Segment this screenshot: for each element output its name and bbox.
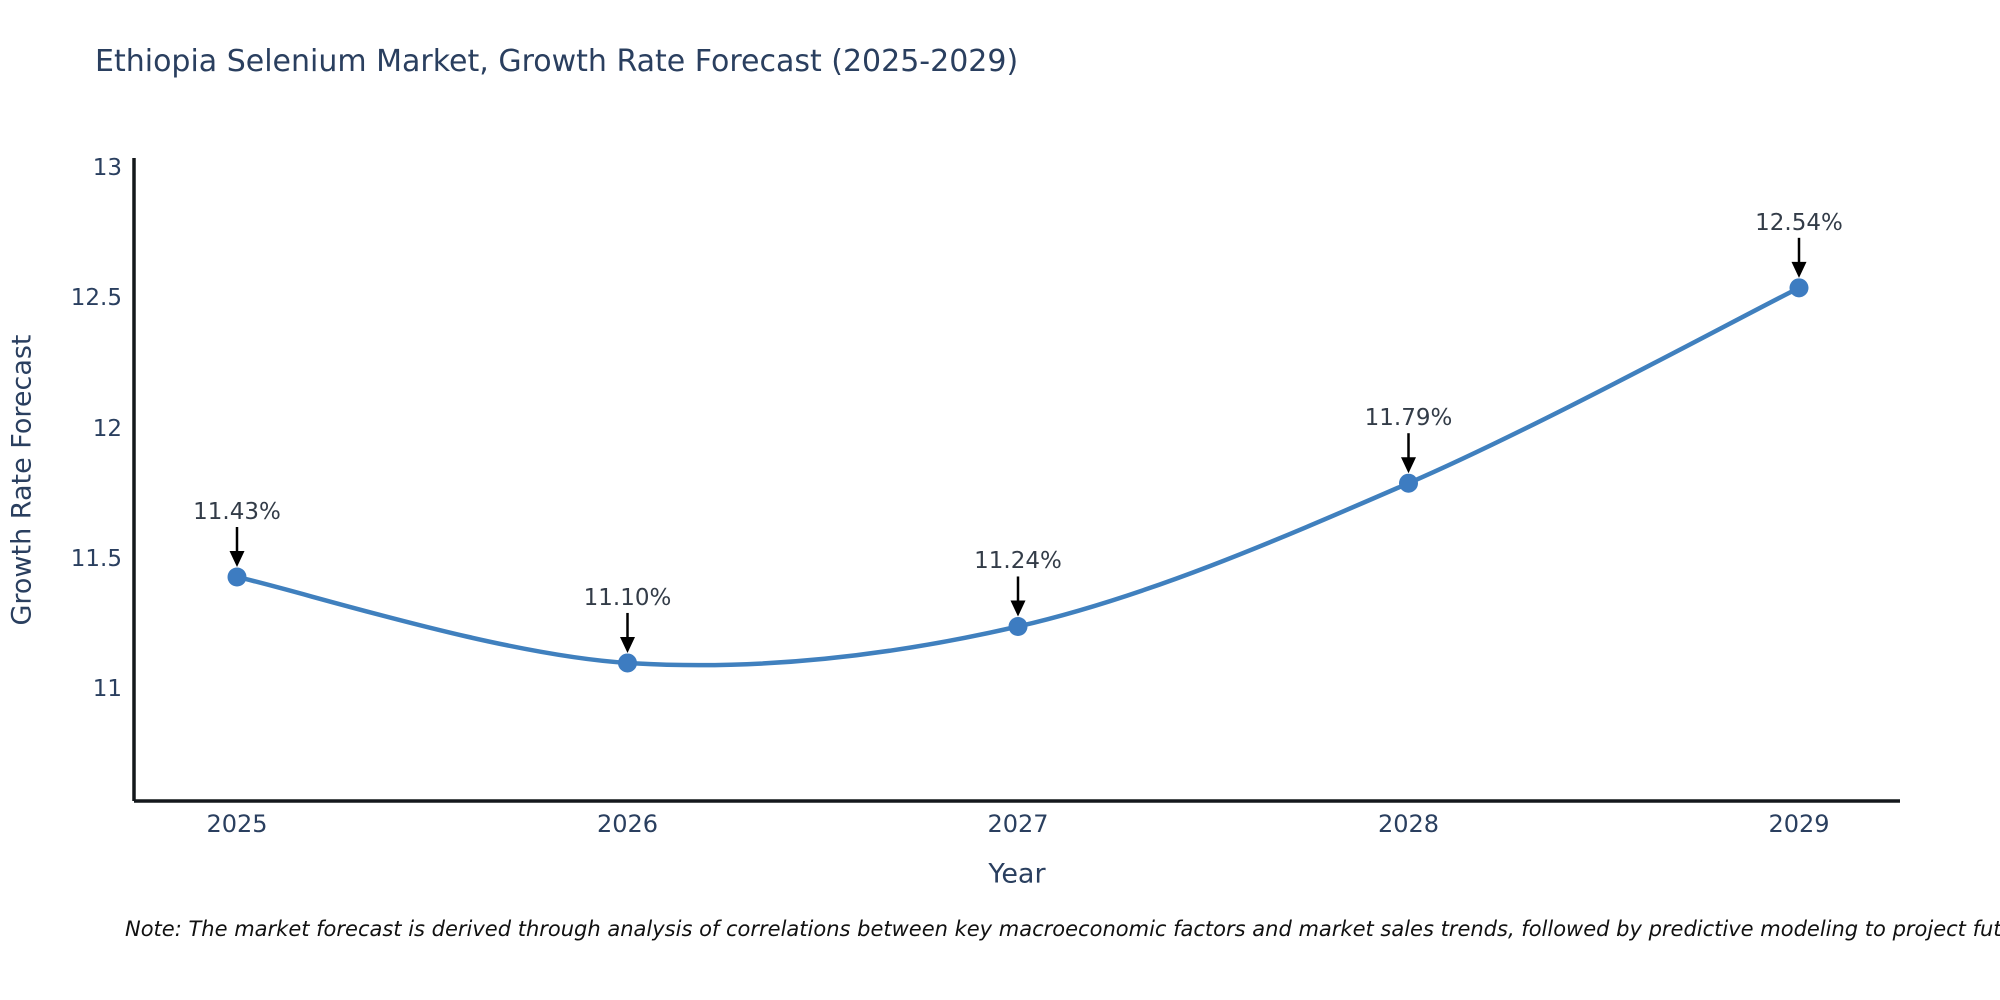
annotation-arrow-head <box>229 550 245 567</box>
y-tick-label-11: 11 <box>92 676 122 702</box>
y-tick-label-11.5: 11.5 <box>70 545 122 572</box>
data-point-2025[interactable] <box>227 567 247 587</box>
data-point-2028[interactable] <box>1399 473 1418 493</box>
y-tick-label-12: 12 <box>92 415 122 442</box>
chart-title: Ethiopia Selenium Market, Growth Rate Fo… <box>95 44 1019 79</box>
x-tick-label-2026: 2026 <box>596 810 659 838</box>
x-tick-label-2025: 2025 <box>206 810 268 838</box>
x-tick-label-2027: 2027 <box>987 810 1049 838</box>
x-axis-title: Year <box>988 858 1046 890</box>
point-value-label-2025: 11.43% <box>193 498 281 525</box>
point-value-label-2029: 12.54% <box>1755 209 1843 236</box>
y-tick-label-12.5: 12.5 <box>70 285 122 312</box>
y-axis-title: Growth Rate Forecast <box>6 334 38 626</box>
point-value-label-2026: 11.10% <box>583 584 672 611</box>
annotation-arrow-head <box>1401 457 1416 474</box>
data-point-2029[interactable] <box>1789 278 1809 298</box>
point-value-label-2028: 11.79% <box>1364 405 1453 432</box>
x-tick-label-2029: 2029 <box>1768 810 1830 838</box>
point-value-label-2027: 11.24% <box>974 548 1062 575</box>
data-point-2026[interactable] <box>618 653 637 673</box>
data-point-2027[interactable] <box>1008 616 1028 636</box>
annotation-arrow-head <box>620 636 635 653</box>
annotation-arrow-head <box>1791 261 1807 278</box>
annotation-arrow-head <box>1010 600 1026 617</box>
footnote: Note: The market forecast is derived thr… <box>125 917 2000 941</box>
y-tick-label-13: 13 <box>92 155 122 181</box>
x-tick-label-2028: 2028 <box>1377 810 1440 838</box>
